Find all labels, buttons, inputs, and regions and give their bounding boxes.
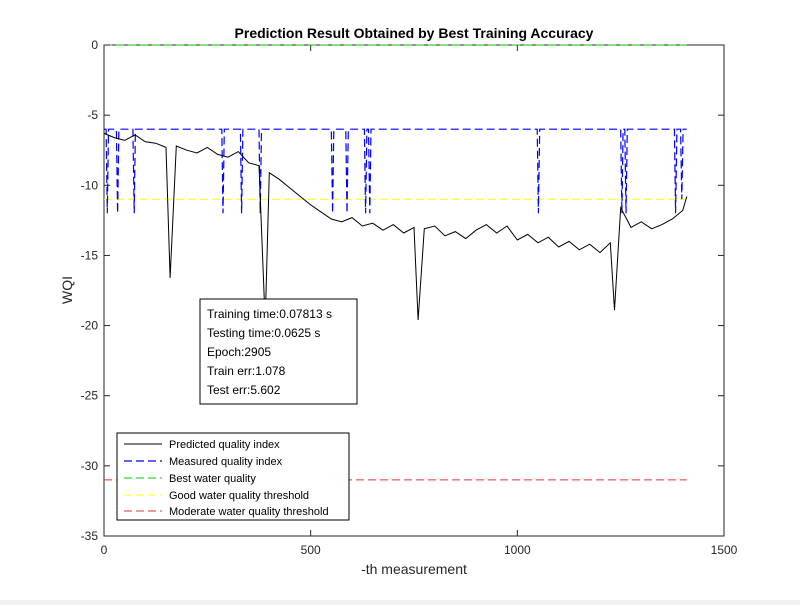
y-tick-label: -35: [81, 529, 99, 543]
x-tick-label: 0: [101, 543, 108, 557]
y-tick-label: -10: [81, 178, 99, 192]
series-line-0: [103, 132, 688, 323]
annotation-test-err: Test err:5.602: [207, 383, 281, 397]
ticks-layer: 0 500 1000 1500 0 -5 -10 -15 -20 -25 -30 -35: [81, 38, 738, 557]
annotation-training-time: Training time:0.07813 s: [207, 307, 332, 321]
y-tick-label: 0: [91, 38, 98, 52]
annotation-train-err: Train err:1.078: [207, 364, 286, 378]
series-line-1: [104, 128, 687, 214]
y-tick-label: -5: [87, 108, 98, 122]
legend-label-good: Good water quality threshold: [169, 490, 309, 502]
x-tick-label: 1500: [711, 543, 738, 557]
legend: Predicted quality index Measured quality…: [116, 432, 350, 521]
y-tick-label: -25: [81, 389, 99, 403]
legend-label-predicted: Predicted quality index: [169, 439, 280, 451]
annotation-epoch: Epoch:2905: [207, 345, 271, 359]
y-tick-label: -20: [81, 319, 99, 333]
x-tick-label: 500: [301, 543, 321, 557]
y-tick-label: -30: [81, 459, 99, 473]
annotation-testing-time: Testing time:0.0625 s: [207, 326, 320, 340]
legend-label-measured: Measured quality index: [169, 456, 283, 468]
legend-label-moderate: Moderate water quality threshold: [169, 506, 329, 518]
y-axis-label: WQI: [59, 276, 75, 304]
chart-title: Prediction Result Obtained by Best Train…: [235, 25, 594, 41]
legend-label-best: Best water quality: [169, 473, 256, 485]
x-tick-label: 1000: [504, 543, 531, 557]
x-axis-label: -th measurement: [361, 561, 467, 577]
annotation-box: Training time:0.07813 s Testing time:0.0…: [199, 298, 358, 405]
y-tick-label: -15: [81, 248, 99, 262]
